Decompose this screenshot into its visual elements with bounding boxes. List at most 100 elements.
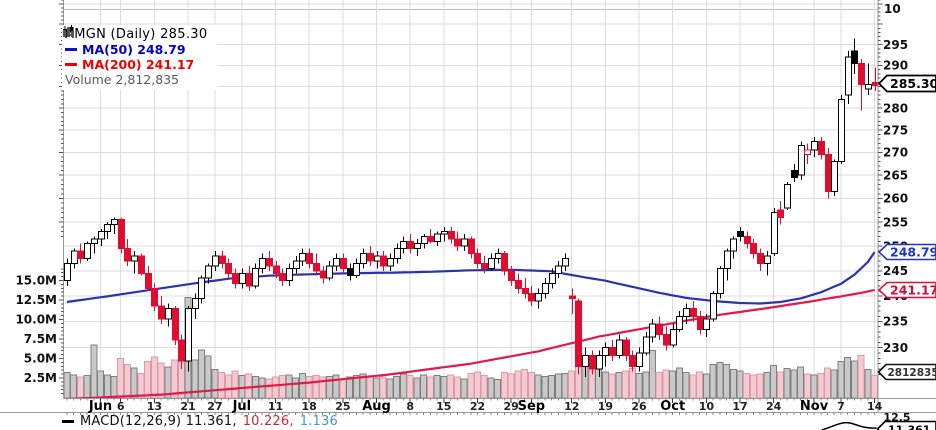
volume-bar	[204, 355, 212, 398]
volume-bar	[130, 367, 138, 398]
x-axis-label: 21	[180, 400, 195, 413]
volume-bar	[689, 374, 697, 398]
volume-axis-label: 12.5M	[15, 293, 57, 307]
volume-bar	[453, 376, 461, 398]
volume-bar	[352, 375, 360, 398]
ma200-legend-label: MA(200) 241.17	[82, 57, 195, 72]
candles	[64, 38, 878, 378]
volume-bar	[770, 365, 778, 398]
volume-bar	[662, 369, 670, 398]
volume-bar	[534, 374, 542, 398]
candle-body	[158, 305, 165, 320]
volume-bar	[548, 375, 556, 398]
volume-bar	[117, 358, 125, 398]
candle-body	[64, 262, 71, 282]
volume-bar	[312, 375, 320, 398]
candle-body	[569, 295, 576, 299]
macd-legend-main: MACD(12,26,9) 11.361,	[80, 414, 237, 429]
candle-body	[717, 267, 724, 294]
candle-body	[838, 99, 845, 163]
price-axis-label: 295	[883, 38, 908, 52]
candle-body	[212, 255, 219, 267]
macd-dash-icon	[62, 420, 74, 423]
volume-bar	[635, 372, 643, 398]
volume-bar	[554, 373, 562, 398]
volume-bar	[224, 374, 232, 398]
candle-body	[414, 243, 421, 250]
volume-bar	[319, 376, 327, 398]
candle-body	[172, 308, 179, 341]
candle-body	[596, 355, 603, 370]
volume-bar	[797, 366, 805, 398]
volume-bar	[729, 368, 737, 398]
volume-bar	[642, 371, 650, 398]
candle-body	[441, 231, 448, 235]
volume-bar	[70, 374, 78, 398]
volume-bar	[736, 370, 744, 398]
ma200-dash-icon	[65, 63, 77, 66]
volume-bar	[655, 372, 663, 398]
candle-body	[252, 267, 259, 287]
axes	[0, 0, 936, 415]
volume-bar	[568, 370, 576, 398]
candle-body	[131, 255, 138, 262]
x-axis-label: Sep	[518, 399, 546, 414]
last-price-callout: 285.30	[877, 74, 936, 93]
candle-body	[528, 292, 535, 302]
x-axis-label: Jun	[88, 399, 112, 414]
candle-body	[771, 212, 778, 254]
candle-body	[333, 257, 340, 267]
ma50-legend-label: MA(50) 248.79	[82, 42, 186, 57]
candle-body	[185, 308, 192, 362]
macd-legend: MACD(12,26,9) 11.361, 10.226, 1.136	[62, 414, 338, 429]
chart-legend: AMGN (Daily) 285.30 MA(50) 248.79 MA(200…	[62, 25, 218, 90]
candle-body	[676, 315, 683, 330]
candle-body	[246, 272, 253, 287]
ma50-dash-icon	[65, 48, 77, 51]
candle-body	[394, 248, 401, 259]
x-axis-label: 29	[503, 400, 518, 413]
last-price-value: 285.30	[890, 76, 936, 91]
volume-bar	[285, 374, 293, 398]
x-axis-label: 24	[766, 400, 782, 413]
candle-body	[367, 252, 374, 262]
candle-body	[851, 50, 858, 64]
candle-body	[340, 257, 347, 269]
volume-bar	[783, 368, 791, 398]
candle-body	[744, 235, 751, 245]
volume-bar	[197, 349, 205, 398]
price-axis-label: 275	[883, 123, 908, 137]
top-axis-label: 10	[884, 2, 901, 16]
volume-bar	[473, 371, 481, 398]
candle-body	[697, 315, 704, 330]
candle-body	[804, 149, 811, 156]
volume-bar	[386, 378, 394, 398]
candle-body	[84, 243, 91, 259]
candle-body	[454, 238, 461, 247]
volume-bar	[460, 378, 468, 398]
candle-body	[138, 255, 145, 274]
candle-body	[347, 267, 354, 277]
volume-bar	[756, 373, 764, 398]
x-axis-label: 19	[598, 400, 613, 413]
candle-body	[623, 339, 630, 357]
candle-body	[535, 292, 542, 302]
ma200-legend-row: MA(200) 241.17	[65, 57, 207, 72]
volume-axis-label: 10.0M	[15, 313, 57, 327]
volume-bar	[137, 372, 145, 398]
volume-legend-row: Volume 2,812,835	[63, 27, 207, 87]
volume-bar	[682, 372, 690, 398]
volume-bar	[211, 368, 219, 398]
volume-bar	[763, 372, 771, 398]
volume-bar	[871, 375, 878, 398]
candle-body	[71, 250, 78, 264]
candle-body	[555, 265, 562, 274]
volume-legend-label: Volume 2,812,835	[65, 72, 180, 87]
volume-bar	[90, 344, 98, 398]
volume-bar	[76, 376, 84, 398]
macd-hist-value: 1.136	[299, 414, 338, 429]
candle-body	[636, 352, 643, 367]
candle-body	[495, 252, 502, 259]
